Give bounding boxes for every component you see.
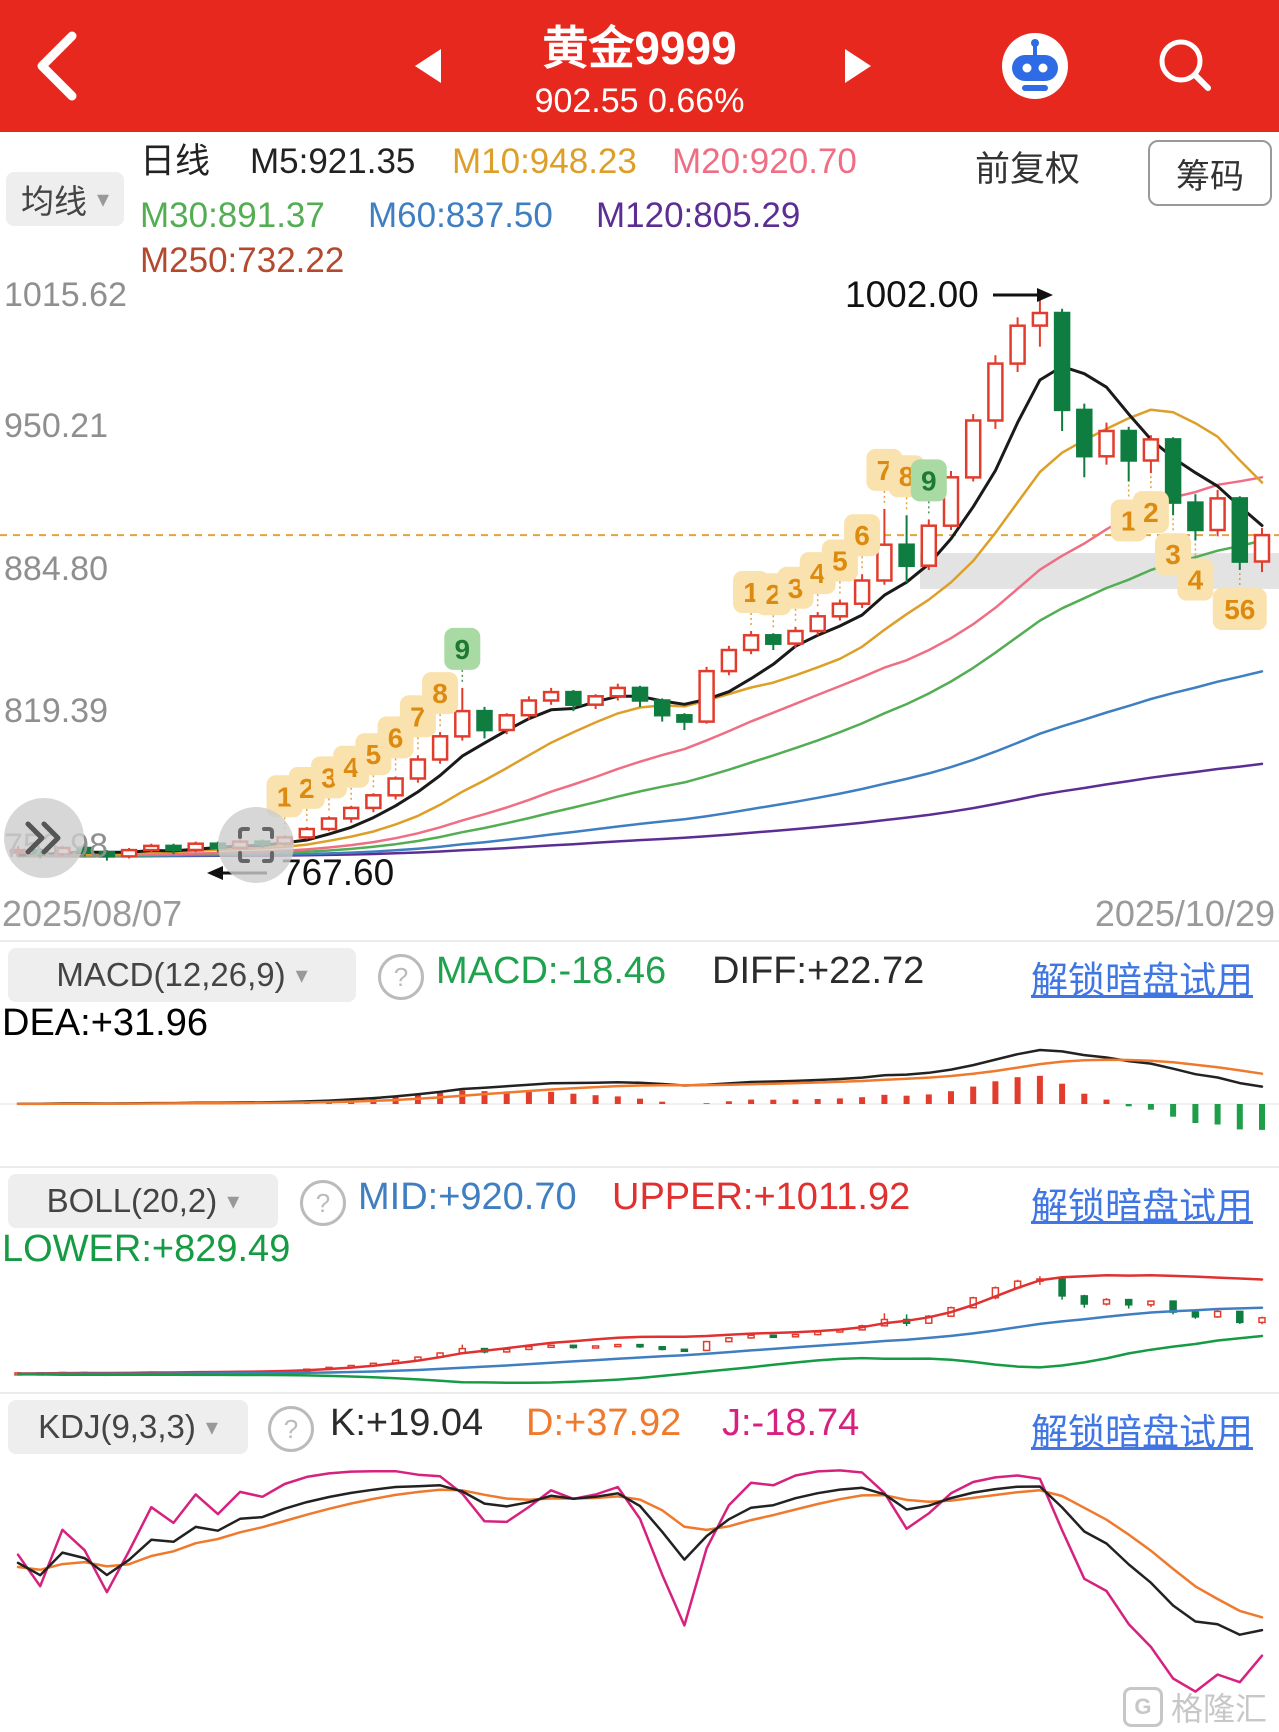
back-button[interactable]	[28, 30, 88, 102]
kdj-help-button[interactable]: ?	[268, 1406, 314, 1452]
page-title: 黄金9999	[542, 22, 737, 74]
search-icon	[1159, 39, 1211, 91]
section-divider	[0, 1166, 1279, 1168]
svg-text:3: 3	[321, 762, 337, 793]
chevron-down-icon: ▾	[227, 1187, 240, 1215]
svg-text:1: 1	[743, 577, 759, 608]
chips-button[interactable]: 筹码	[1148, 140, 1272, 206]
y-axis-label-2: 950.21	[4, 407, 108, 445]
watermark-logo: G	[1122, 1687, 1163, 1727]
sidebar-expand-button[interactable]	[4, 798, 84, 878]
chevron-down-icon: ▾	[96, 185, 110, 213]
boll-help-button[interactable]: ?	[300, 1180, 346, 1226]
kdj-chart[interactable]	[0, 1458, 1279, 1704]
region-select-button[interactable]	[218, 807, 294, 883]
boll-chart[interactable]	[0, 1270, 1279, 1388]
kdj-k-value: K:+19.04	[330, 1402, 484, 1444]
end-date-label: 2025/10/29	[1094, 893, 1275, 934]
peak-price-value: 1002.00	[845, 274, 979, 315]
ma120-legend: M120:805.29	[596, 196, 801, 235]
low-price-value: 767.60	[281, 852, 395, 893]
boll-lower-value: LOWER:+829.49	[2, 1228, 291, 1270]
svg-text:9: 9	[455, 634, 471, 665]
svg-text:4: 4	[1188, 565, 1204, 596]
macd-help-button[interactable]: ?	[378, 954, 424, 1000]
low-price-annotation: 767.60	[205, 852, 394, 894]
peak-price-annotation: 1002.00	[845, 274, 1055, 316]
macd-selector-dropdown[interactable]: MACD(12,26,9) ▾	[8, 948, 356, 1002]
chevron-left-icon	[37, 31, 77, 101]
price-subtitle: 902.55 0.66%	[534, 82, 745, 120]
svg-text:9: 9	[921, 465, 937, 496]
boll-mid-value: MID:+920.70	[358, 1176, 577, 1218]
boll-selector-label: BOLL(20,2)	[46, 1182, 218, 1219]
svg-text:2: 2	[1143, 497, 1159, 528]
svg-text:8: 8	[432, 678, 448, 709]
chevron-down-icon: ▾	[295, 961, 308, 989]
adjust-mode-toggle[interactable]: 前复权	[975, 150, 1081, 189]
watermark: G 格隆汇	[1122, 1684, 1267, 1730]
ma30-legend: M30:891.37	[140, 196, 325, 235]
dea-value: DEA:+31.96	[2, 1002, 208, 1044]
start-date-label: 2025/08/07	[2, 893, 183, 934]
unlock-dark-pool-link-kdj[interactable]: 解锁暗盘试用	[1031, 1412, 1253, 1453]
svg-text:1: 1	[277, 781, 293, 812]
ma250-legend: M250:732.22	[140, 241, 345, 280]
app-header: 黄金9999 902.55 0.66%	[0, 0, 1279, 132]
diff-value: DIFF:+22.72	[712, 950, 925, 992]
y-axis-label-4: 819.39	[4, 692, 108, 730]
svg-text:5: 5	[366, 739, 382, 770]
search-button[interactable]	[1150, 30, 1220, 100]
crop-frame-icon	[238, 827, 274, 863]
ma20-legend: M20:920.70	[672, 142, 857, 181]
svg-text:7: 7	[410, 701, 426, 732]
chevron-down-icon: ▾	[205, 1413, 218, 1441]
prev-stock-button[interactable]	[415, 49, 441, 83]
svg-text:6: 6	[854, 520, 870, 551]
svg-text:3: 3	[788, 573, 804, 604]
y-axis-label-3: 884.80	[4, 550, 108, 588]
watermark-text: 格隆汇	[1170, 1691, 1267, 1727]
unlock-dark-pool-link-boll[interactable]: 解锁暗盘试用	[1031, 1186, 1253, 1227]
svg-text:56: 56	[1224, 594, 1255, 625]
svg-text:1: 1	[1121, 506, 1137, 537]
ma-selector-dropdown[interactable]: 均线 ▾	[6, 172, 124, 226]
boll-upper-value: UPPER:+1011.92	[612, 1176, 911, 1218]
kdj-selector-dropdown[interactable]: KDJ(9,3,3) ▾	[8, 1400, 248, 1454]
kdj-d-value: D:+37.92	[526, 1402, 682, 1444]
svg-text:2: 2	[766, 579, 782, 610]
period-label: 日线	[140, 142, 211, 181]
chips-button-label: 筹码	[1176, 157, 1244, 196]
assistant-robot-button[interactable]	[1000, 31, 1070, 101]
boll-selector-dropdown[interactable]: BOLL(20,2) ▾	[8, 1174, 278, 1228]
ma60-legend: M60:837.50	[368, 196, 553, 235]
double-chevron-right-icon	[25, 821, 61, 855]
arrow-right-icon	[992, 288, 1053, 302]
next-stock-button[interactable]	[845, 49, 871, 83]
macd-chart[interactable]	[0, 1042, 1279, 1160]
robot-icon	[1002, 33, 1068, 99]
svg-text:8: 8	[899, 461, 915, 492]
svg-text:2: 2	[299, 773, 315, 804]
svg-text:7: 7	[877, 455, 893, 486]
svg-text:6: 6	[388, 722, 404, 753]
macd-selector-label: MACD(12,26,9)	[56, 956, 286, 993]
svg-text:3: 3	[1165, 539, 1181, 570]
ma5-legend: M5:921.35	[250, 142, 416, 181]
section-divider	[0, 940, 1279, 942]
ma10-legend: M10:948.23	[452, 142, 637, 181]
main-candlestick-chart[interactable]: 1 2 3 4 5 6 7 8 9 1 2 3 4 5 6 7 8 9 1 2 3 4 56	[0, 268, 1279, 945]
y-axis-label-1: 1015.62	[4, 276, 127, 314]
kdj-j-value: J:-18.74	[722, 1402, 860, 1444]
macd-value: MACD:-18.46	[436, 950, 667, 992]
ma-selector-label: 均线	[20, 183, 87, 220]
unlock-dark-pool-link-macd[interactable]: 解锁暗盘试用	[1031, 960, 1253, 1001]
kdj-selector-label: KDJ(9,3,3)	[38, 1408, 196, 1445]
svg-text:5: 5	[832, 546, 848, 577]
section-divider	[0, 1392, 1279, 1394]
